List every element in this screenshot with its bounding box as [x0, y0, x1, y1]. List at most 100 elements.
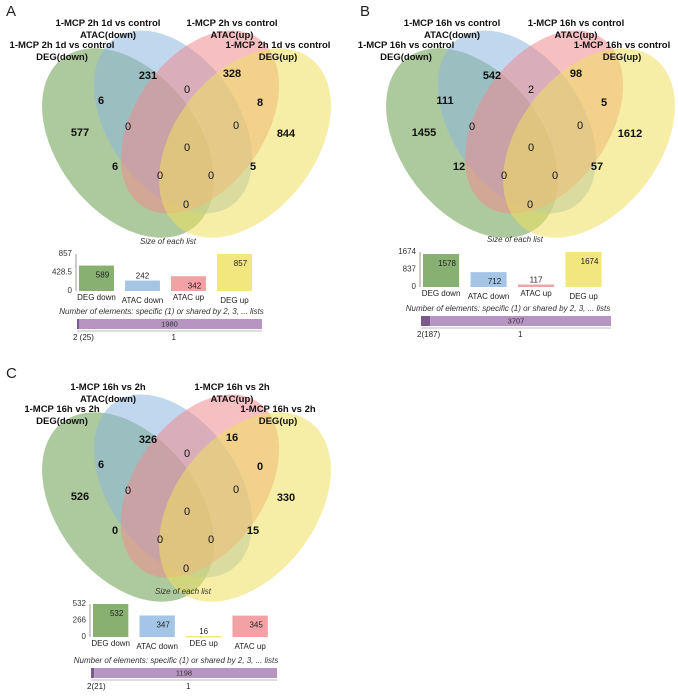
set-label-line: 1-MCP 16h vs 2h — [240, 404, 316, 415]
region-count-br: 2 — [528, 84, 534, 96]
specific-count: 1198 — [176, 668, 192, 677]
bar-value-label: 117 — [530, 276, 543, 285]
category-label: ATAC down — [122, 296, 164, 305]
region-count-gby: 6 — [112, 161, 118, 173]
set-label-line: 1-MCP 16h vs control — [404, 18, 500, 29]
specific-label: 1 — [186, 682, 191, 691]
region-count-gy: 0 — [527, 199, 533, 211]
category-label: ATAC up — [235, 642, 267, 651]
category-label: DEG up — [220, 296, 249, 305]
bar-deg-down — [93, 604, 129, 637]
bar-deg-up — [217, 254, 252, 291]
panel-letter: C — [6, 365, 17, 382]
bar-value-label: 1674 — [581, 257, 599, 266]
set-label-line: ATAC(up) — [555, 30, 598, 41]
set-label-line: ATAC(down) — [424, 30, 480, 41]
region-count-gy: 0 — [183, 199, 189, 211]
set-label-line: DEG(up) — [259, 52, 298, 63]
region-count-by: 0 — [208, 170, 214, 182]
elements-strip: Number of elements: specific (1) or shar… — [59, 307, 264, 342]
set-label-line: 1-MCP 16h vs control — [358, 40, 454, 51]
set-label-line: 1-MCP 16h vs control — [574, 40, 670, 51]
category-label: ATAC down — [136, 642, 178, 651]
region-count-y: 844 — [277, 128, 296, 140]
bar-atac-up — [171, 276, 206, 291]
size-bar-chart: Size of each list 857 428.5 0 589 DEG down 242… — [52, 237, 252, 305]
specific-count: 1980 — [161, 319, 178, 328]
elements-title: Number of elements: specific (1) or shar… — [406, 304, 611, 313]
y-tick-label: 428.5 — [52, 268, 73, 277]
category-label: DEG up — [569, 292, 598, 301]
bar-deg-up — [186, 636, 222, 638]
set-label-line: 1-MCP 16h vs 2h — [70, 382, 146, 393]
set-label-line: 1-MCP 2h 1d vs control — [56, 18, 161, 29]
region-count-g: 526 — [71, 491, 89, 503]
bar-value-label: 242 — [136, 272, 150, 281]
category-label: DEG down — [91, 639, 130, 648]
region-count-gby: 0 — [112, 525, 118, 537]
set-label-line: 1-MCP 2h vs control — [186, 18, 277, 29]
category-label: ATAC up — [173, 293, 205, 302]
region-count-gy: 0 — [183, 563, 189, 575]
y-tick-label: 0 — [412, 282, 417, 291]
bar-value-label: 532 — [110, 609, 124, 618]
region-count-y: 330 — [277, 492, 295, 504]
bar-deg-up — [565, 252, 602, 287]
region-count-gbry: 0 — [528, 142, 534, 154]
region-count-gr: 0 — [157, 534, 163, 546]
bar-value-label: 342 — [188, 281, 202, 290]
strip-specific-segment — [94, 668, 277, 678]
bar-chart-title: Size of each list — [140, 237, 197, 246]
region-count-bry: 0 — [233, 120, 239, 132]
bar-value-label: 345 — [249, 621, 263, 630]
strip-shared-segment — [77, 319, 80, 329]
shared-label: 2(187) — [417, 330, 440, 339]
set-label-line: ATAC(up) — [211, 30, 254, 41]
region-count-g: 1455 — [412, 127, 436, 139]
size-bar-chart: Size of each list 532 266 0 532 DEG down 347 AT… — [73, 587, 268, 651]
set-label-line: 1-MCP 2h 1d vs control — [10, 40, 115, 51]
region-count-bry: 0 — [233, 484, 239, 496]
venn-set-deg_up — [503, 48, 675, 238]
strip-shared-segment — [421, 316, 431, 326]
elements-title: Number of elements: specific (1) or shar… — [59, 307, 264, 316]
region-count-br: 0 — [184, 448, 190, 460]
elements-title: Number of elements: specific (1) or shar… — [74, 656, 279, 665]
region-count-bry: 0 — [577, 120, 583, 132]
venn-set-deg_up — [159, 412, 331, 602]
set-label-line: 1-MCP 16h vs control — [528, 18, 624, 29]
bar-value-label: 589 — [96, 271, 110, 280]
set-label-line: DEG(down) — [36, 416, 88, 427]
bar-value-label: 1578 — [438, 259, 456, 268]
elements-strip: Number of elements: specific (1) or shar… — [74, 656, 279, 691]
strip-specific-segment — [79, 319, 262, 329]
region-count-by: 0 — [552, 170, 558, 182]
strip-specific-segment — [430, 316, 611, 326]
category-label: ATAC up — [520, 289, 552, 298]
region-count-ry: 0 — [257, 461, 263, 473]
bar-chart-title: Size of each list — [487, 235, 544, 244]
bar-value-label: 857 — [234, 259, 248, 268]
set-label-line: DEG(up) — [603, 52, 642, 63]
category-label: ATAC down — [468, 292, 510, 301]
bar-deg-down — [423, 254, 460, 287]
y-tick-label: 0 — [68, 286, 73, 295]
region-count-gbr: 0 — [469, 121, 475, 133]
region-count-r: 16 — [226, 432, 238, 444]
region-count-gb: 111 — [436, 95, 453, 107]
region-count-br: 0 — [184, 84, 190, 96]
bar-atac-down — [125, 280, 160, 291]
category-label: DEG up — [189, 639, 218, 648]
bar-chart-title: Size of each list — [155, 587, 212, 596]
